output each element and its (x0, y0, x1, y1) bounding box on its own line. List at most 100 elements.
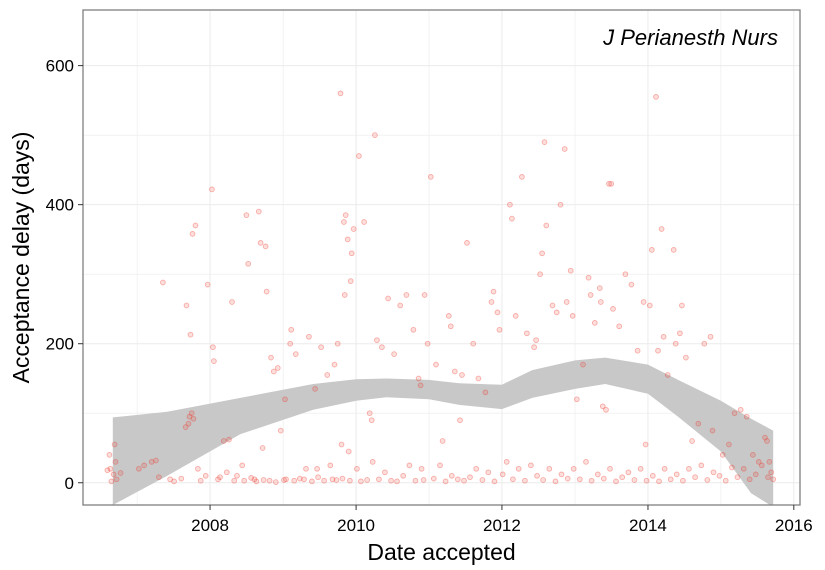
y-axis-ticks: 0 200 400 600 (46, 57, 83, 493)
data-point (186, 413, 193, 420)
data-point (658, 226, 665, 232)
data-point (716, 472, 723, 479)
data-point (752, 471, 759, 478)
data-point (447, 323, 454, 330)
data-point (156, 474, 162, 481)
data-point (315, 474, 321, 481)
data-point (397, 302, 404, 309)
data-point (406, 462, 413, 469)
data-point (490, 288, 497, 295)
data-point (765, 474, 771, 481)
data-point (677, 330, 683, 337)
data-point (226, 436, 232, 443)
data-point (454, 476, 461, 483)
data-point (743, 413, 750, 420)
data-point (603, 406, 609, 413)
data-point (241, 477, 248, 484)
data-point (459, 372, 465, 378)
data-point (260, 477, 267, 483)
data-point (608, 180, 615, 187)
data-point (470, 340, 477, 347)
data-point (112, 459, 119, 465)
x-tick-label: 2014 (629, 516, 667, 535)
data-point (475, 375, 482, 382)
data-point (746, 476, 753, 483)
data-point (110, 471, 117, 478)
data-points (104, 90, 777, 485)
data-point (625, 469, 632, 476)
data-point (734, 474, 741, 481)
data-point (567, 267, 574, 274)
data-point (683, 354, 689, 361)
data-point (220, 438, 227, 444)
data-point (388, 477, 394, 484)
data-point (248, 475, 255, 481)
data-point (421, 292, 428, 298)
data-point (324, 372, 331, 378)
data-point (368, 417, 375, 424)
data-point (342, 212, 349, 218)
data-point (576, 476, 583, 483)
data-point (376, 476, 382, 483)
data-point (755, 459, 762, 465)
data-point (277, 427, 284, 434)
data-point (597, 299, 604, 305)
data-point (274, 365, 281, 371)
data-point (338, 441, 345, 448)
gridlines (83, 10, 800, 505)
data-point (673, 471, 680, 478)
data-point (337, 90, 344, 97)
y-tick-label: 0 (65, 474, 74, 493)
data-point (385, 295, 391, 302)
data-point (451, 368, 458, 375)
data-point (160, 279, 166, 286)
data-point (740, 465, 747, 472)
data-point (104, 467, 111, 474)
data-point (533, 337, 539, 344)
data-point (522, 477, 528, 484)
data-point (580, 361, 586, 368)
data-point (764, 438, 770, 444)
data-point (570, 465, 577, 472)
data-point (111, 441, 118, 448)
x-tick-label: 2010 (337, 516, 375, 535)
data-point (534, 472, 540, 479)
data-point (167, 476, 173, 483)
data-point (640, 299, 647, 305)
data-point (448, 472, 455, 479)
data-point (482, 389, 489, 396)
data-point (309, 478, 315, 485)
data-point (223, 469, 230, 476)
data-point (467, 474, 473, 481)
smooth-band (112, 357, 774, 505)
data-point (420, 477, 427, 483)
data-point (616, 323, 623, 330)
data-point (503, 459, 510, 465)
panel-title: J Perianesth Nurs (602, 25, 778, 50)
data-point (563, 299, 570, 305)
data-point (473, 465, 480, 472)
data-point (215, 476, 221, 483)
data-point (424, 340, 431, 347)
data-point (770, 476, 777, 483)
data-point (768, 469, 775, 476)
data-point (291, 477, 298, 484)
data-point (631, 477, 638, 483)
y-axis-title: Acceptance delay (days) (8, 132, 34, 384)
data-point (333, 477, 340, 483)
data-point (391, 351, 397, 357)
data-point (457, 417, 463, 424)
data-point (303, 465, 309, 472)
data-point (643, 477, 650, 484)
data-point (312, 386, 318, 392)
data-point (722, 477, 729, 484)
data-point (437, 462, 443, 469)
data-point (306, 333, 312, 340)
data-point (185, 420, 192, 427)
data-point (366, 410, 373, 417)
data-point (361, 219, 367, 225)
data-point (519, 174, 525, 180)
data-point (689, 438, 695, 444)
data-point (564, 475, 571, 482)
